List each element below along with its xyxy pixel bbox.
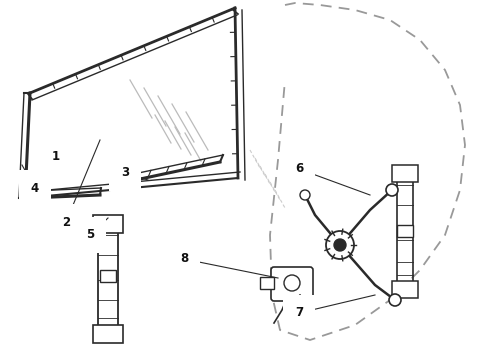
Text: 1: 1 xyxy=(52,150,60,163)
Text: 4: 4 xyxy=(31,181,39,194)
Text: 7: 7 xyxy=(295,306,303,320)
Circle shape xyxy=(334,239,346,251)
Bar xyxy=(93,215,123,233)
Text: 3: 3 xyxy=(121,166,129,180)
Circle shape xyxy=(386,184,398,196)
Bar xyxy=(397,225,413,237)
Bar xyxy=(392,281,418,298)
Circle shape xyxy=(284,275,300,291)
Text: 2: 2 xyxy=(62,216,70,229)
Circle shape xyxy=(389,294,401,306)
Bar xyxy=(93,325,123,343)
Text: 8: 8 xyxy=(180,252,188,266)
FancyBboxPatch shape xyxy=(271,267,313,301)
Circle shape xyxy=(326,231,354,259)
Text: 6: 6 xyxy=(295,162,303,175)
Bar xyxy=(100,270,116,282)
Bar xyxy=(392,165,418,182)
Text: 5: 5 xyxy=(86,229,94,242)
Circle shape xyxy=(300,190,310,200)
Bar xyxy=(260,277,274,289)
